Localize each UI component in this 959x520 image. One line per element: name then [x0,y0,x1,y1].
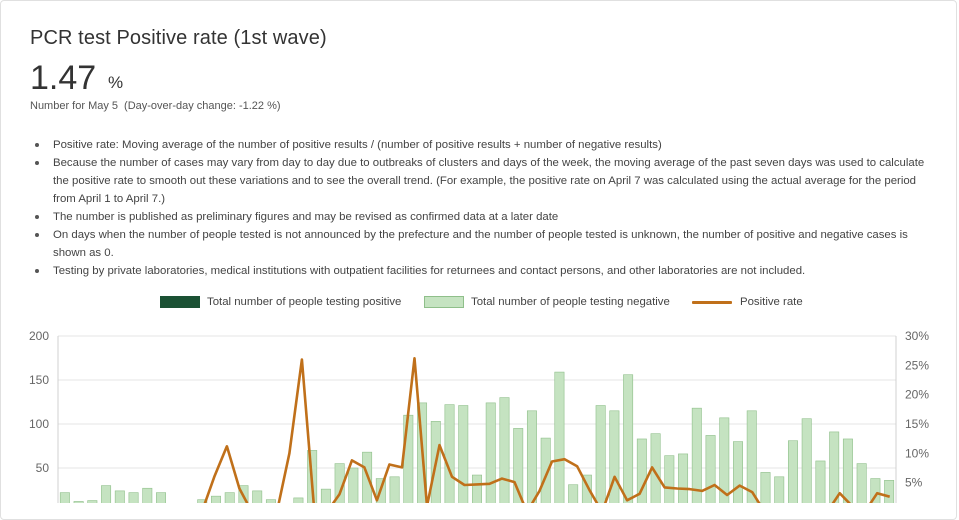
note-item: The number is published as preliminary f… [35,208,933,226]
headline-unit: % [108,73,124,92]
legend-swatch-negative [424,296,464,308]
legend-item-rate[interactable]: Positive rate [692,296,803,308]
bar-negative [678,453,689,503]
y-axis-right-tick-label: 30% [905,329,929,343]
bar-negative [705,435,716,503]
note-item: Testing by private laboratories, medical… [35,262,933,280]
bar-negative [595,405,606,503]
bar-negative [224,492,235,503]
y-axis-left-tick-label: 50 [36,461,50,475]
bar-negative [774,476,785,503]
bar-negative [526,410,537,503]
note-item: Because the number of cases may vary fro… [35,154,933,208]
bar-negative [403,414,414,503]
bar-negative [499,397,510,503]
y-axis-left-tick-label: 200 [29,329,49,343]
legend-item-negative[interactable]: Total number of people testing negative [424,296,670,308]
legend-item-positive[interactable]: Total number of people testing positive [160,296,401,308]
bar-negative [59,492,70,503]
headline-value: 1.47 [30,59,97,97]
bar-negative [320,488,331,503]
headline-subtitle: Number for May 5 (Day-over-day change: -1… [30,100,281,112]
y-axis-right-tick-label: 20% [905,388,929,402]
bar-negative [513,428,524,503]
legend-swatch-positive [160,296,200,308]
bar-negative [623,374,634,503]
bar-negative [664,455,675,503]
legend-label-positive: Total number of people testing positive [207,296,402,308]
bar-negative [348,467,359,503]
bar-negative [458,405,469,503]
y-axis-right-tick-label: 10% [905,446,929,460]
chart-title: PCR test Positive rate (1st wave) [30,27,327,49]
bar-negative [128,492,139,503]
bar-negative [265,499,276,503]
bar-negative [156,492,167,503]
bar-negative [211,495,221,503]
bar-negative [485,402,496,503]
bar-negative [197,499,208,503]
y-axis-right-tick-label: 5% [905,476,923,490]
bar-negative [114,490,125,503]
legend-label-negative: Total number of people testing negative [471,296,670,308]
note-item: On days when the number of people tested… [35,226,933,262]
combo-chart: 200 150 100 50 30% 25% 20% 15% 10% 5% [29,329,929,503]
y-axis-right-tick-label: 15% [905,417,929,431]
legend-swatch-rate [692,300,732,304]
bar-negative [334,463,345,503]
notes-list: Positive rate: Moving average of the num… [35,136,933,280]
bar-negative [444,404,455,503]
bar-negative [733,441,743,503]
y-axis-left-tick-label: 100 [29,417,49,431]
bar-negative [801,418,812,503]
y-axis-left-tick-label: 150 [29,373,49,387]
bar-negative [554,371,565,503]
bar-negative [787,440,798,503]
bar-negative [691,407,702,503]
bar-negative [472,474,482,503]
bar-negative [884,480,895,503]
bar-negative [719,417,730,503]
bar-negative [746,410,757,503]
bar-negative [568,484,579,503]
bar-negative [760,472,771,503]
legend-label-rate: Positive rate [740,296,803,308]
bar-negative [293,497,304,503]
bar-negative [829,431,840,503]
bar-negative [389,476,400,503]
positive-rate-line [203,357,891,503]
chart-legend: Total number of people testing positive … [1,296,959,312]
y-axis-right-tick-label: 25% [905,358,929,372]
bar-negative [815,460,826,503]
bar-negative [142,487,153,503]
note-item: Positive rate: Moving average of the num… [35,136,933,154]
bar-negative [636,438,647,503]
bar-negative [101,485,112,503]
bar-negative [609,410,620,503]
bar-negative [842,438,853,503]
bar-negative [540,437,551,503]
bar-negative [252,490,263,503]
subtitle-change: (Day-over-day change: -1.22 %) [124,100,281,112]
subtitle-date-label: Number for May 5 [30,100,119,112]
bar-negative [856,463,867,503]
